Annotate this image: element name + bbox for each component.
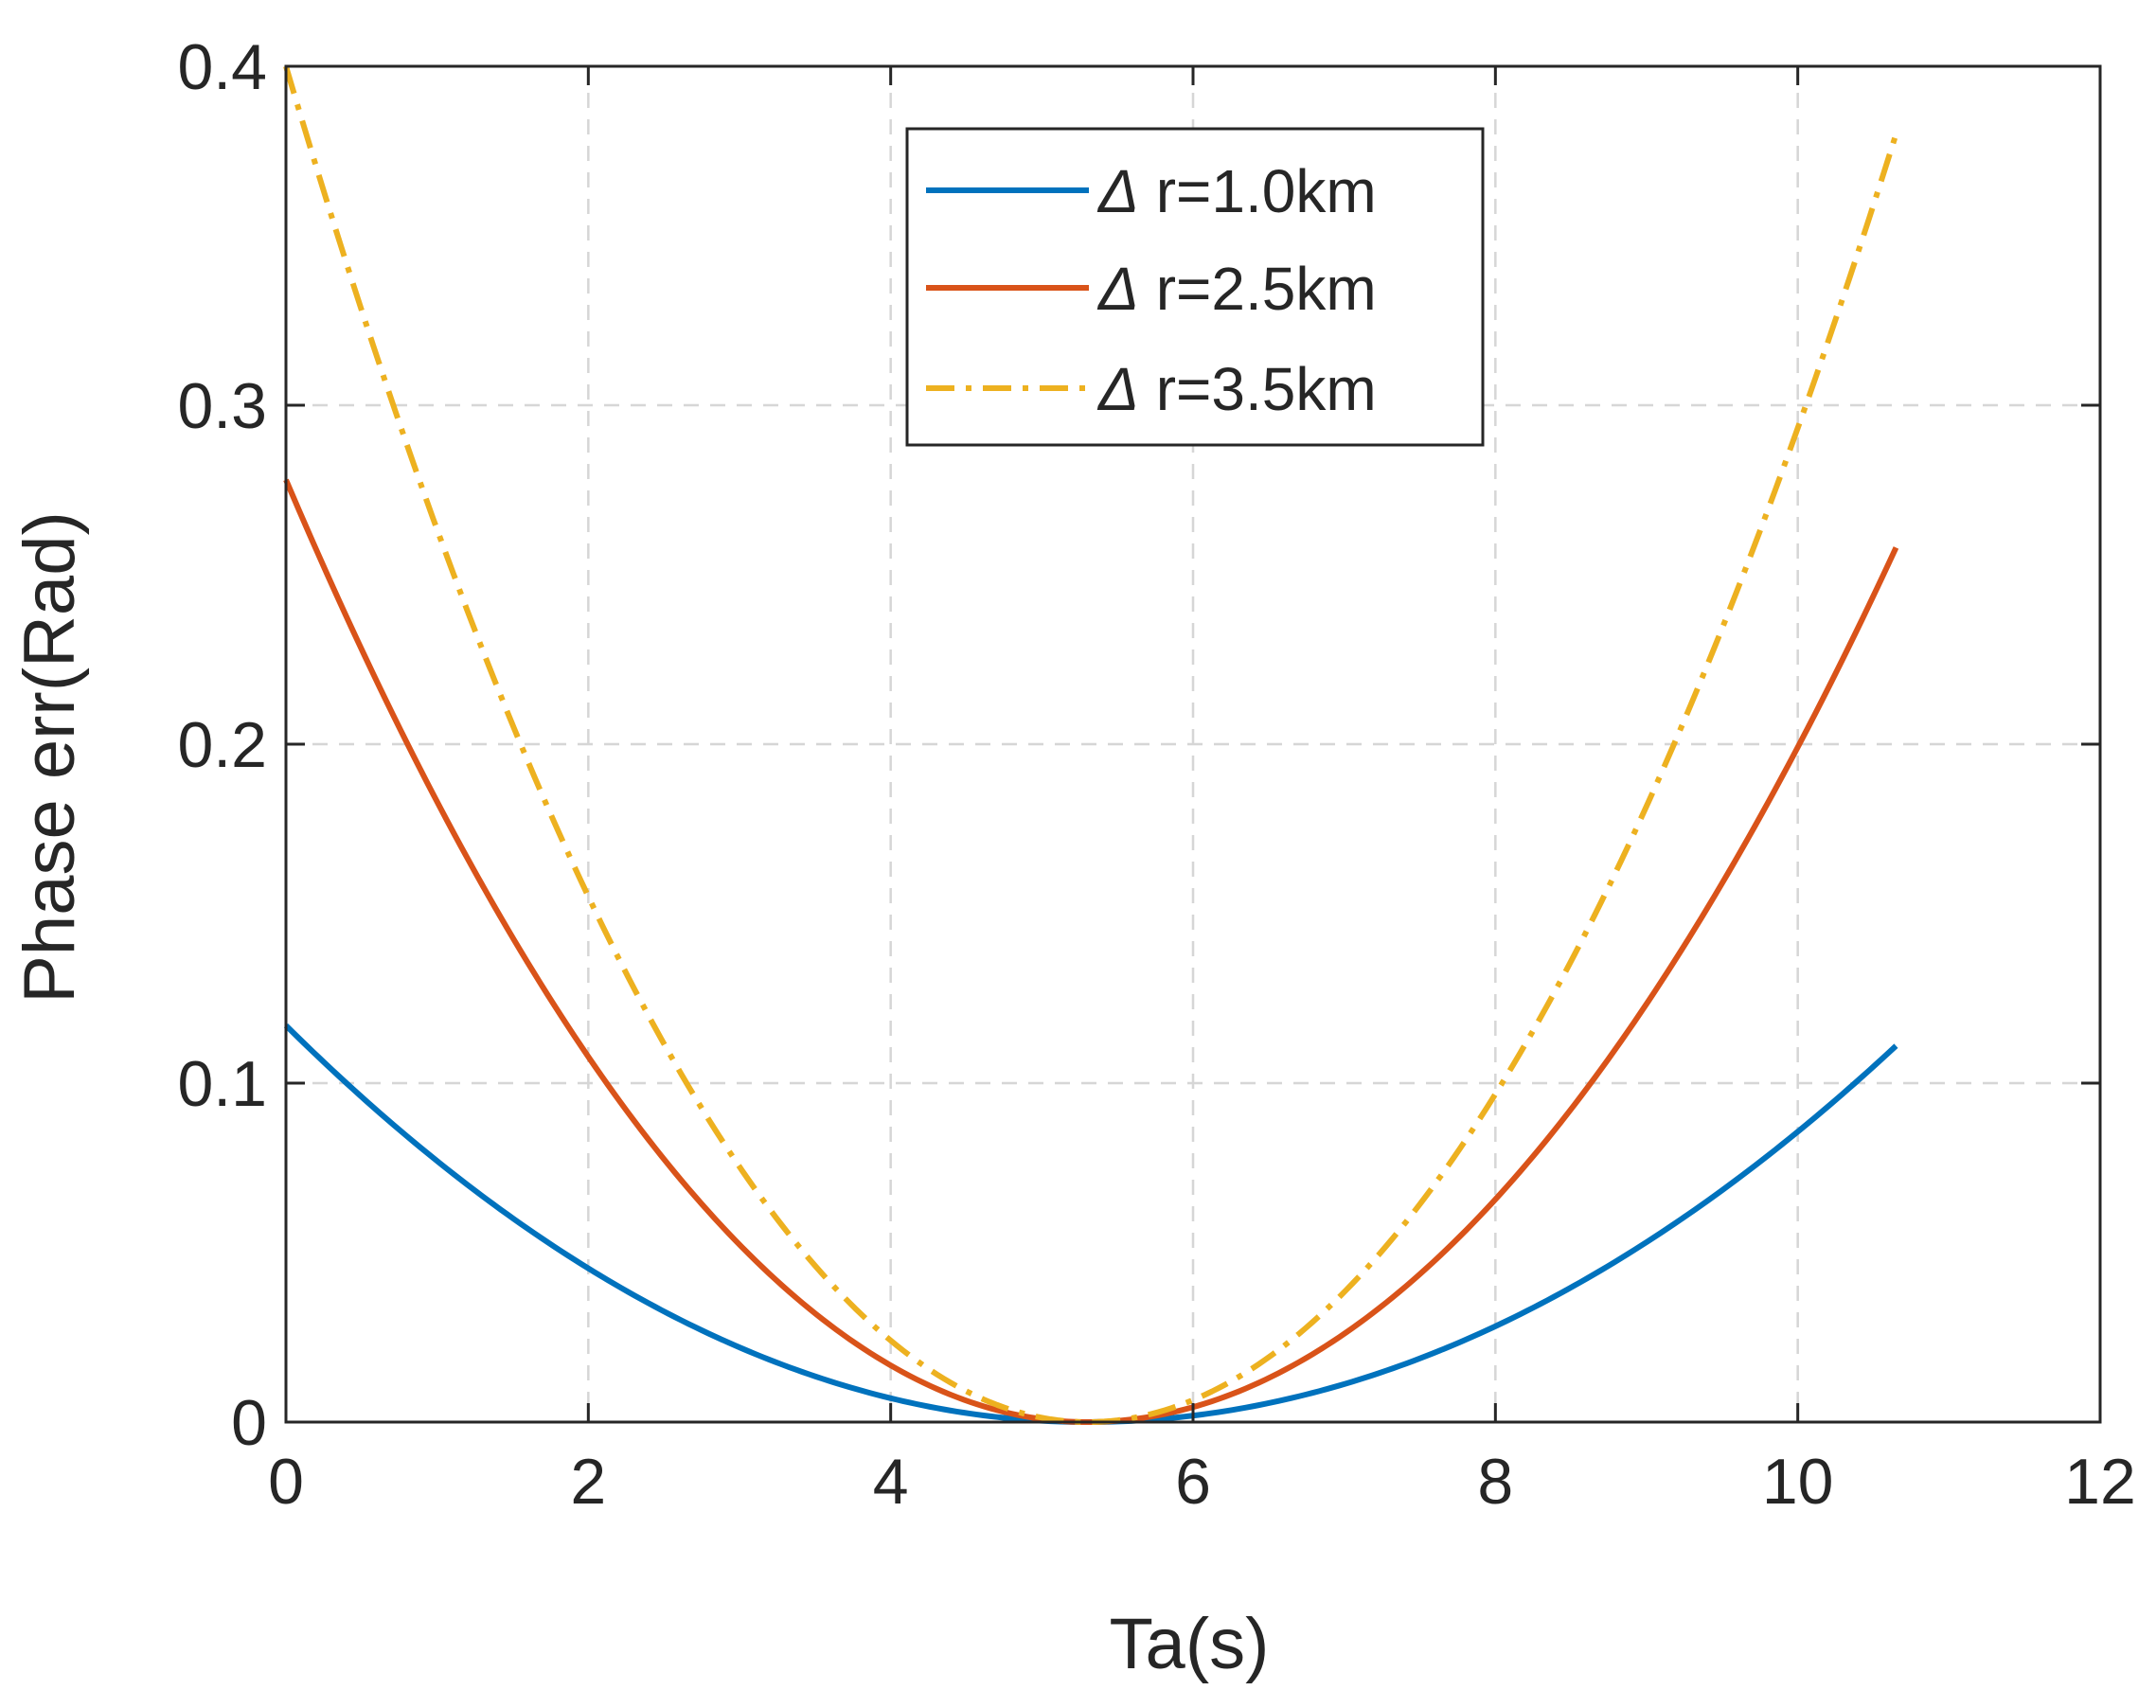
x-tick-label: 2 [570, 1446, 606, 1518]
y-tick-label: 0.1 [177, 1048, 267, 1120]
y-tick-label: 0.3 [177, 370, 267, 442]
legend: Δ r=1.0km Δ r=2.5km Δ r=3.5km [905, 127, 1485, 447]
x-tick-labels: 0 2 4 6 8 10 12 [268, 1446, 2136, 1518]
x-tick-label: 12 [2064, 1446, 2136, 1518]
x-tick-label: 8 [1477, 1446, 1513, 1518]
x-tick-label: 0 [268, 1446, 304, 1518]
x-tick-label: 6 [1175, 1446, 1211, 1518]
legend-label-series-2: Δ r=2.5km [1096, 255, 1377, 323]
legend-label-series-1: Δ r=1.0km [1096, 157, 1377, 225]
ticks [284, 64, 2102, 1424]
y-tick-label: 0.4 [177, 31, 267, 103]
legend-label-series-3: Δ r=3.5km [1096, 355, 1377, 423]
x-tick-label: 10 [1762, 1446, 1834, 1518]
y-tick-label: 0.2 [177, 709, 267, 781]
y-tick-labels: 0 0.1 0.2 0.3 0.4 [177, 31, 267, 1459]
x-axis-title: Ta(s) [1110, 1604, 1270, 1684]
series-line-3 [283, 65, 1899, 1425]
y-axis-title: Phase err(Rad) [9, 511, 90, 1004]
x-tick-label: 4 [873, 1446, 909, 1518]
y-tick-label: 0 [231, 1387, 267, 1459]
